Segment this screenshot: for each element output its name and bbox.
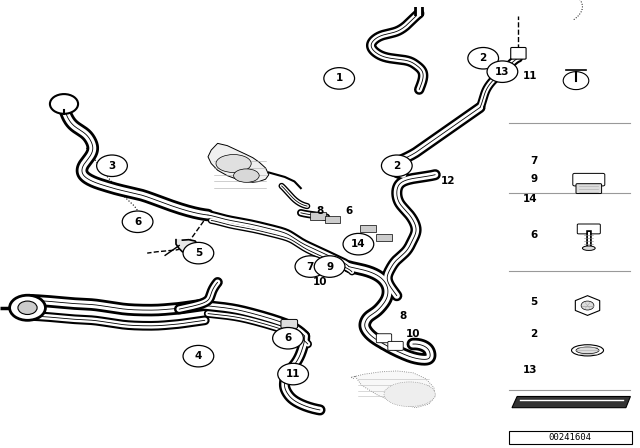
Text: 11: 11 <box>286 369 300 379</box>
Text: 8: 8 <box>316 206 324 215</box>
Text: 9: 9 <box>531 174 538 184</box>
FancyBboxPatch shape <box>325 216 340 223</box>
Text: 13: 13 <box>523 365 538 375</box>
FancyBboxPatch shape <box>577 224 600 234</box>
Circle shape <box>314 256 345 277</box>
FancyBboxPatch shape <box>388 341 403 350</box>
Circle shape <box>183 345 214 367</box>
FancyBboxPatch shape <box>376 334 392 343</box>
Ellipse shape <box>576 347 599 354</box>
Polygon shape <box>512 396 630 408</box>
Circle shape <box>343 233 374 255</box>
FancyBboxPatch shape <box>573 173 605 186</box>
Text: 1: 1 <box>335 73 343 83</box>
FancyBboxPatch shape <box>509 431 632 444</box>
Text: 7: 7 <box>307 262 314 271</box>
Text: 6: 6 <box>284 333 292 343</box>
Polygon shape <box>351 371 435 408</box>
FancyBboxPatch shape <box>310 212 326 220</box>
Text: 5: 5 <box>195 248 202 258</box>
Text: 10: 10 <box>406 329 420 339</box>
FancyBboxPatch shape <box>376 234 392 241</box>
Circle shape <box>468 47 499 69</box>
Circle shape <box>381 155 412 177</box>
Text: 14: 14 <box>351 239 365 249</box>
Ellipse shape <box>384 382 435 407</box>
Text: 6: 6 <box>134 217 141 227</box>
Ellipse shape <box>572 345 604 356</box>
Text: 3: 3 <box>108 161 116 171</box>
Circle shape <box>127 212 142 223</box>
Circle shape <box>487 61 518 82</box>
Circle shape <box>18 301 37 314</box>
Circle shape <box>10 295 45 320</box>
Circle shape <box>563 72 589 90</box>
Text: 6: 6 <box>345 206 353 215</box>
Circle shape <box>295 256 326 277</box>
Text: 2: 2 <box>479 53 487 63</box>
Text: 13: 13 <box>495 67 509 77</box>
Text: 2: 2 <box>531 329 538 339</box>
Circle shape <box>50 94 78 114</box>
Circle shape <box>122 211 153 233</box>
Text: 5: 5 <box>531 297 538 307</box>
Circle shape <box>273 327 303 349</box>
Circle shape <box>278 363 308 385</box>
Text: 7: 7 <box>530 156 538 166</box>
FancyBboxPatch shape <box>360 225 376 232</box>
Text: 9: 9 <box>326 262 333 271</box>
FancyBboxPatch shape <box>576 184 602 194</box>
Circle shape <box>183 242 214 264</box>
FancyBboxPatch shape <box>511 47 526 59</box>
Text: 14: 14 <box>523 194 538 204</box>
Circle shape <box>97 155 127 177</box>
Text: 10: 10 <box>313 277 327 287</box>
Text: 6: 6 <box>531 230 538 240</box>
Text: 4: 4 <box>195 351 202 361</box>
Circle shape <box>581 301 594 310</box>
Ellipse shape <box>216 155 251 172</box>
Polygon shape <box>208 143 269 182</box>
Text: 00241604: 00241604 <box>548 433 592 442</box>
Ellipse shape <box>582 246 595 250</box>
Circle shape <box>324 68 355 89</box>
Ellipse shape <box>234 169 259 182</box>
Text: 8: 8 <box>399 311 407 321</box>
Text: 12: 12 <box>441 177 455 186</box>
Polygon shape <box>176 240 197 254</box>
FancyBboxPatch shape <box>281 319 298 328</box>
Text: 11: 11 <box>523 71 538 81</box>
Text: 2: 2 <box>393 161 401 171</box>
